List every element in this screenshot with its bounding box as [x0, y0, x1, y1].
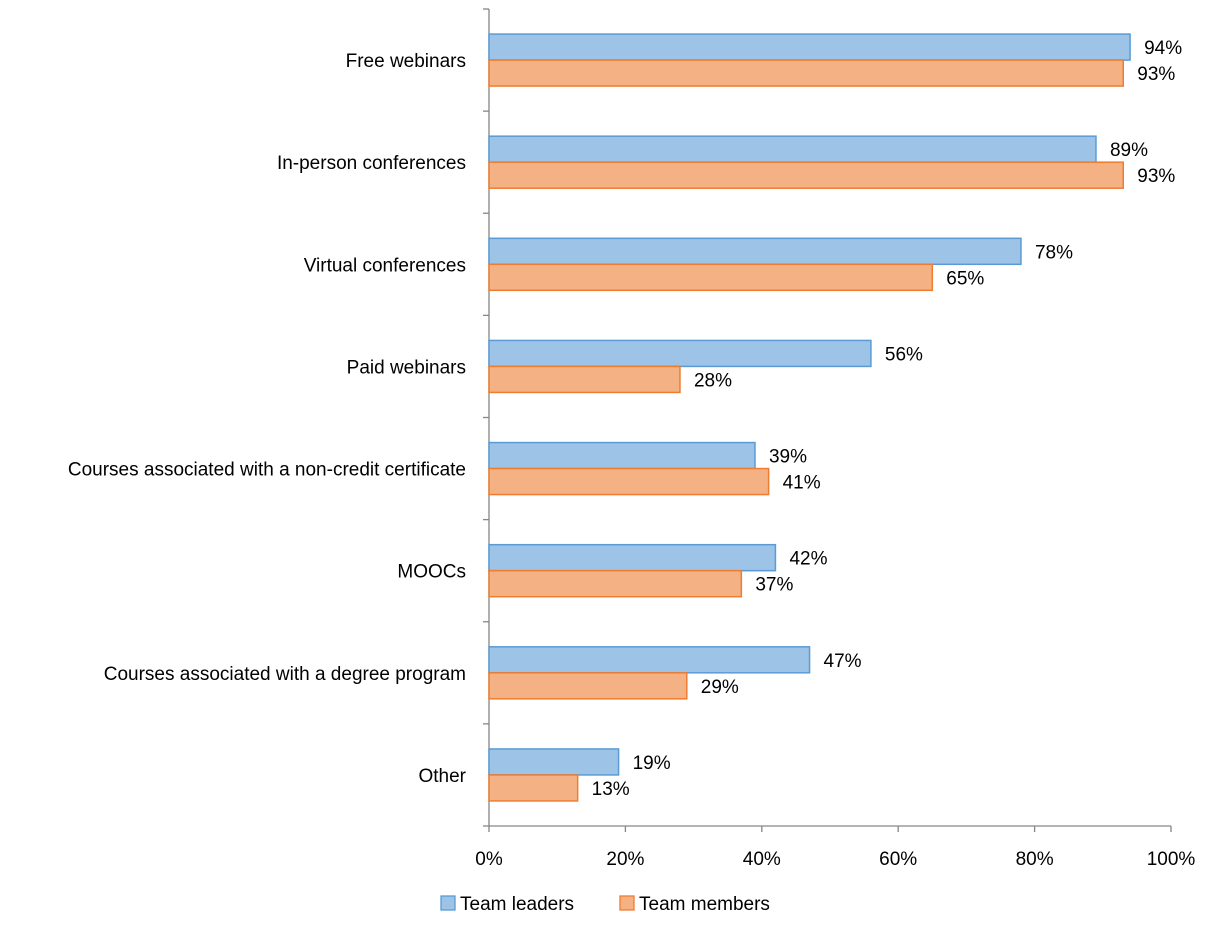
bar-team-members: [488, 569, 743, 598]
bar-team-members: [488, 467, 770, 496]
data-label: 19%: [633, 753, 671, 774]
category-label: In-person conferences: [277, 153, 466, 174]
data-label: 37%: [755, 575, 793, 596]
data-label: 65%: [946, 268, 984, 289]
x-tick-label: 40%: [743, 849, 781, 870]
legend-label: Team leaders: [460, 894, 574, 915]
bar-team-leaders: [488, 339, 872, 368]
bar-team-leaders: [488, 748, 620, 776]
axes: 0% 20% 40% 60% 80% 100%: [475, 8, 1196, 870]
category-label: Courses associated with a non-credit cer…: [68, 460, 466, 481]
bars: [488, 33, 1131, 802]
data-label: 89%: [1110, 140, 1148, 161]
data-label: 42%: [789, 549, 827, 570]
data-label: 28%: [694, 370, 732, 391]
legend: Team leaders Team members: [440, 894, 770, 915]
data-label: 78%: [1035, 242, 1073, 263]
data-label: 94%: [1144, 38, 1182, 59]
bar-team-leaders: [488, 33, 1131, 61]
x-tick-label: 0%: [475, 849, 503, 870]
bar-team-leaders: [488, 135, 1097, 163]
data-label: 47%: [824, 651, 862, 672]
bar-team-leaders: [488, 441, 756, 470]
bar-team-members: [488, 365, 681, 394]
category-label: Virtual conferences: [304, 255, 466, 276]
legend-swatch: [619, 895, 635, 911]
x-tick-label: 80%: [1016, 849, 1054, 870]
data-label: 93%: [1137, 166, 1175, 187]
data-label: 56%: [885, 344, 923, 365]
legend-label: Team members: [639, 894, 770, 915]
data-label: 13%: [592, 779, 630, 800]
legend-swatch: [440, 895, 456, 911]
data-label: 39%: [769, 447, 807, 468]
category-label: Free webinars: [346, 51, 466, 72]
x-tick-label: 100%: [1147, 849, 1196, 870]
category-label: Paid webinars: [347, 357, 466, 378]
data-label: 29%: [701, 677, 739, 698]
bar-team-members: [488, 161, 1125, 189]
bar-team-members: [488, 59, 1125, 87]
category-label: MOOCs: [397, 562, 466, 583]
bar-team-leaders: [488, 543, 777, 572]
bar-team-members: [488, 672, 688, 700]
bar-team-leaders: [488, 646, 811, 674]
category-label: Other: [418, 766, 466, 787]
labels: Free webinars 94% 93% In-person conferences…: [68, 38, 1182, 800]
bar-team-leaders: [488, 237, 1022, 266]
x-tick-label: 20%: [606, 849, 644, 870]
bar-team-members: [488, 263, 934, 292]
data-label: 41%: [783, 473, 821, 494]
x-tick-label: 60%: [879, 849, 917, 870]
bar-team-members: [488, 774, 579, 802]
category-label: Courses associated with a degree program: [104, 664, 466, 685]
data-label: 93%: [1137, 64, 1175, 85]
